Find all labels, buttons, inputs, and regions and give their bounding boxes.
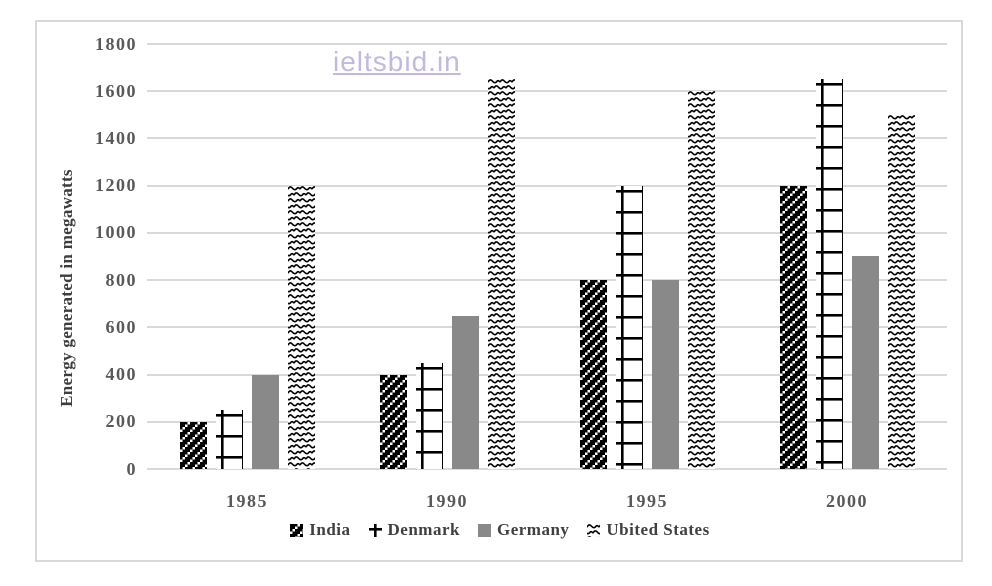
legend-swatch-germany-icon [477,523,491,537]
bar-india-1990 [379,375,407,469]
gridline-1400 [147,137,947,140]
x-tick-label-1995: 1995 [626,491,668,511]
bar-india-1995 [579,280,607,469]
gridline-0 [147,468,947,470]
bar-denmark-2000 [815,79,843,469]
y-axis-title: Energy generated in megawatts [57,169,76,407]
legend-swatch-ubited-states-icon [587,523,601,537]
y-tick-label-800: 800 [105,269,137,290]
legend-item-ubited-states: Ubited States [587,520,709,540]
gridline-800 [147,279,947,282]
x-tick-label-1990: 1990 [426,491,468,511]
y-tick-label-600: 600 [105,316,137,337]
watermark-link: ieltsbid.in [333,46,461,77]
y-tick-label-1200: 1200 [95,175,137,196]
bar-india-2000 [779,186,807,469]
bar-germany-2000 [851,256,879,469]
bar-ubited-states-1985 [287,186,315,469]
legend-item-germany: Germany [477,520,570,540]
gridline-1800 [147,43,947,45]
gridline-1200 [147,184,947,187]
x-tick-label-1985: 1985 [226,491,268,511]
y-tick-label-1600: 1600 [95,80,137,101]
bar-denmark-1985 [215,410,243,469]
legend-label-ubited-states: Ubited States [606,520,710,539]
gridline-600 [147,326,947,329]
legend: India Denmark Germany Ubited States [37,518,963,542]
legend-swatch-india-icon [290,523,304,537]
y-tick-label-0: 0 [126,458,137,479]
bar-ubited-states-1990 [487,79,515,469]
gridline-200 [147,420,947,423]
bar-germany-1985 [251,375,279,469]
bar-india-1985 [179,422,207,469]
legend-label-denmark: Denmark [387,520,460,539]
y-tick-label-1400: 1400 [95,127,137,148]
bar-ubited-states-2000 [887,115,915,469]
bar-germany-1990 [451,316,479,469]
y-tick-label-200: 200 [105,411,137,432]
x-tick-label-2000: 2000 [826,491,868,511]
legend-label-india: India [309,520,351,539]
gridline-1600 [147,90,947,93]
legend-label-germany: Germany [496,520,570,539]
bar-ubited-states-1995 [687,91,715,469]
y-tick-label-1800: 1800 [95,33,137,54]
bar-denmark-1995 [615,186,643,469]
bar-germany-1995 [651,280,679,469]
legend-item-denmark: Denmark [368,520,460,540]
legend-swatch-denmark-icon [368,523,382,537]
y-tick-label-400: 400 [105,364,137,385]
gridline-400 [147,373,947,376]
chart-container: ieltsbid.in Energy generated in megawatt… [35,20,963,562]
plot-area: 0 200 400 600 800 1000 1200 1400 1600 1800 1985 199… [37,22,963,560]
y-tick-label-1000: 1000 [95,222,137,243]
gridline-1000 [147,231,947,234]
legend-item-india: India [290,520,350,540]
bar-denmark-1990 [415,363,443,469]
